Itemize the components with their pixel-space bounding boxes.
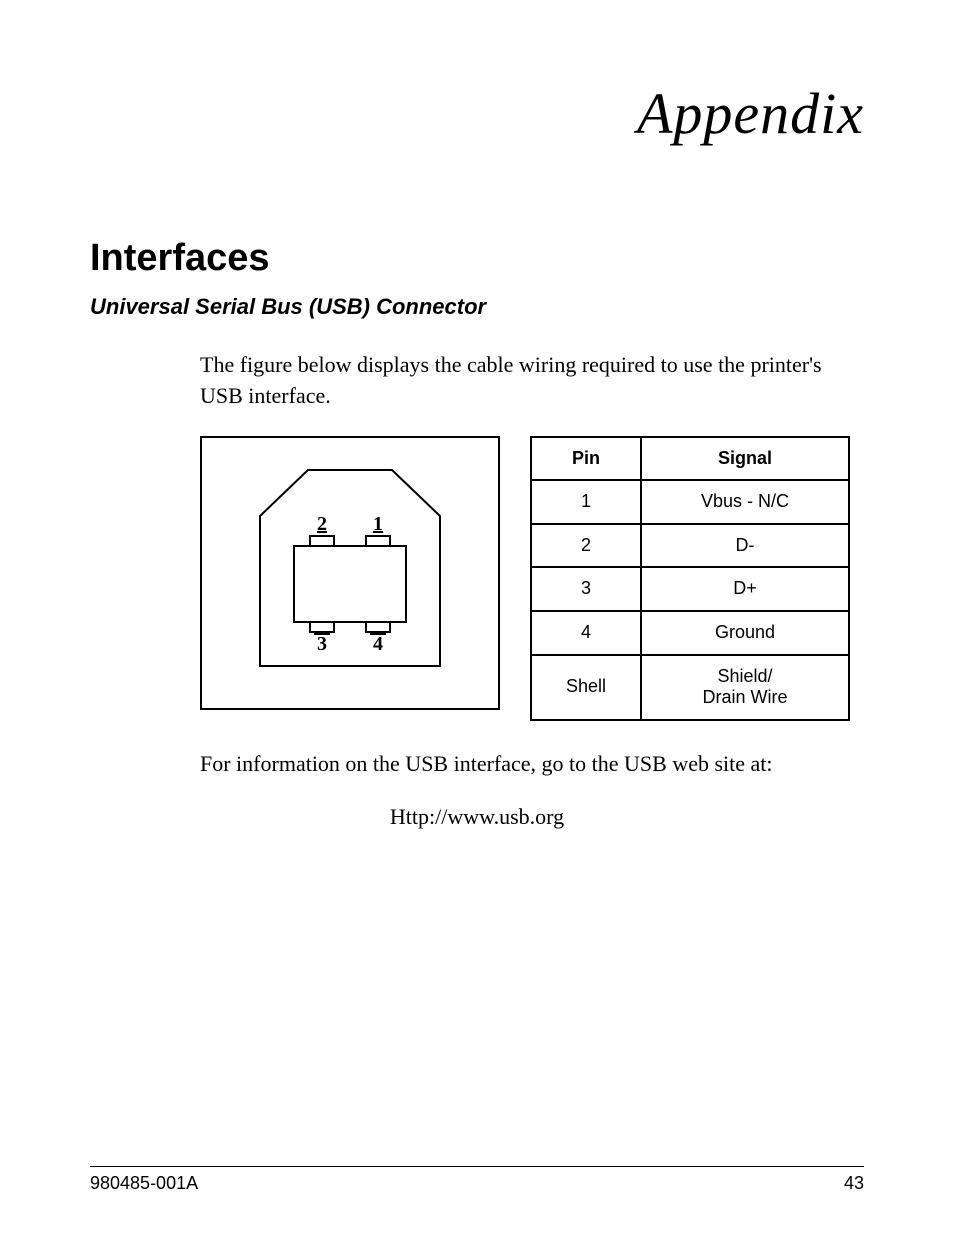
- table-cell: Ground: [641, 611, 849, 655]
- table-cell: Shield/Drain Wire: [641, 655, 849, 720]
- table-cell: 1: [531, 480, 641, 524]
- outro-paragraph: For information on the USB interface, go…: [200, 749, 864, 780]
- intro-paragraph: The figure below displays the cable wiri…: [200, 350, 864, 412]
- table-row: 4Ground: [531, 611, 849, 655]
- page-footer: 980485-001A 43: [90, 1166, 864, 1194]
- table-cell: Shell: [531, 655, 641, 720]
- connector-inner-rect: [294, 546, 406, 622]
- pin-notch-2: [310, 536, 334, 546]
- page-number: 43: [844, 1173, 864, 1194]
- section-heading-interfaces: Interfaces: [90, 237, 864, 280]
- footer-rule: [90, 1166, 864, 1167]
- table-row: 1Vbus - N/C: [531, 480, 849, 524]
- table-cell: D-: [641, 524, 849, 568]
- subheading-usb-connector: Universal Serial Bus (USB) Connector: [90, 294, 864, 320]
- doc-number: 980485-001A: [90, 1173, 198, 1194]
- table-cell: Vbus - N/C: [641, 480, 849, 524]
- connector-outline: [260, 470, 440, 666]
- pin-label-1: 1: [373, 513, 383, 535]
- pin-label-3: 3: [317, 633, 327, 655]
- page: Appendix Interfaces Universal Serial Bus…: [0, 0, 954, 1248]
- table-row: 3D+: [531, 567, 849, 611]
- table-cell: D+: [641, 567, 849, 611]
- table-row: ShellShield/Drain Wire: [531, 655, 849, 720]
- pin-label-4: 4: [373, 633, 383, 655]
- appendix-title: Appendix: [90, 80, 864, 147]
- table-cell: 2: [531, 524, 641, 568]
- pin-notch-4: [366, 622, 390, 632]
- table-cell: 3: [531, 567, 641, 611]
- table-row: 2D-: [531, 524, 849, 568]
- table-header-row: Pin Signal: [531, 437, 849, 481]
- pin-notch-1: [366, 536, 390, 546]
- figure-row: 2 1 3 4 Pin Signal 1Vbus - N/C2D-3D+4Gro…: [200, 436, 864, 721]
- pin-notch-3: [310, 622, 334, 632]
- usb-url: Http://www.usb.org: [90, 804, 864, 830]
- col-header-pin: Pin: [531, 437, 641, 481]
- footer-line: 980485-001A 43: [90, 1173, 864, 1194]
- connector-svg: 2 1 3 4: [220, 456, 480, 690]
- pin-label-2: 2: [317, 513, 327, 535]
- col-header-signal: Signal: [641, 437, 849, 481]
- usb-connector-diagram: 2 1 3 4: [200, 436, 500, 710]
- pin-signal-table: Pin Signal 1Vbus - N/C2D-3D+4GroundShell…: [530, 436, 850, 721]
- pin-table-body: 1Vbus - N/C2D-3D+4GroundShellShield/Drai…: [531, 480, 849, 720]
- table-cell: 4: [531, 611, 641, 655]
